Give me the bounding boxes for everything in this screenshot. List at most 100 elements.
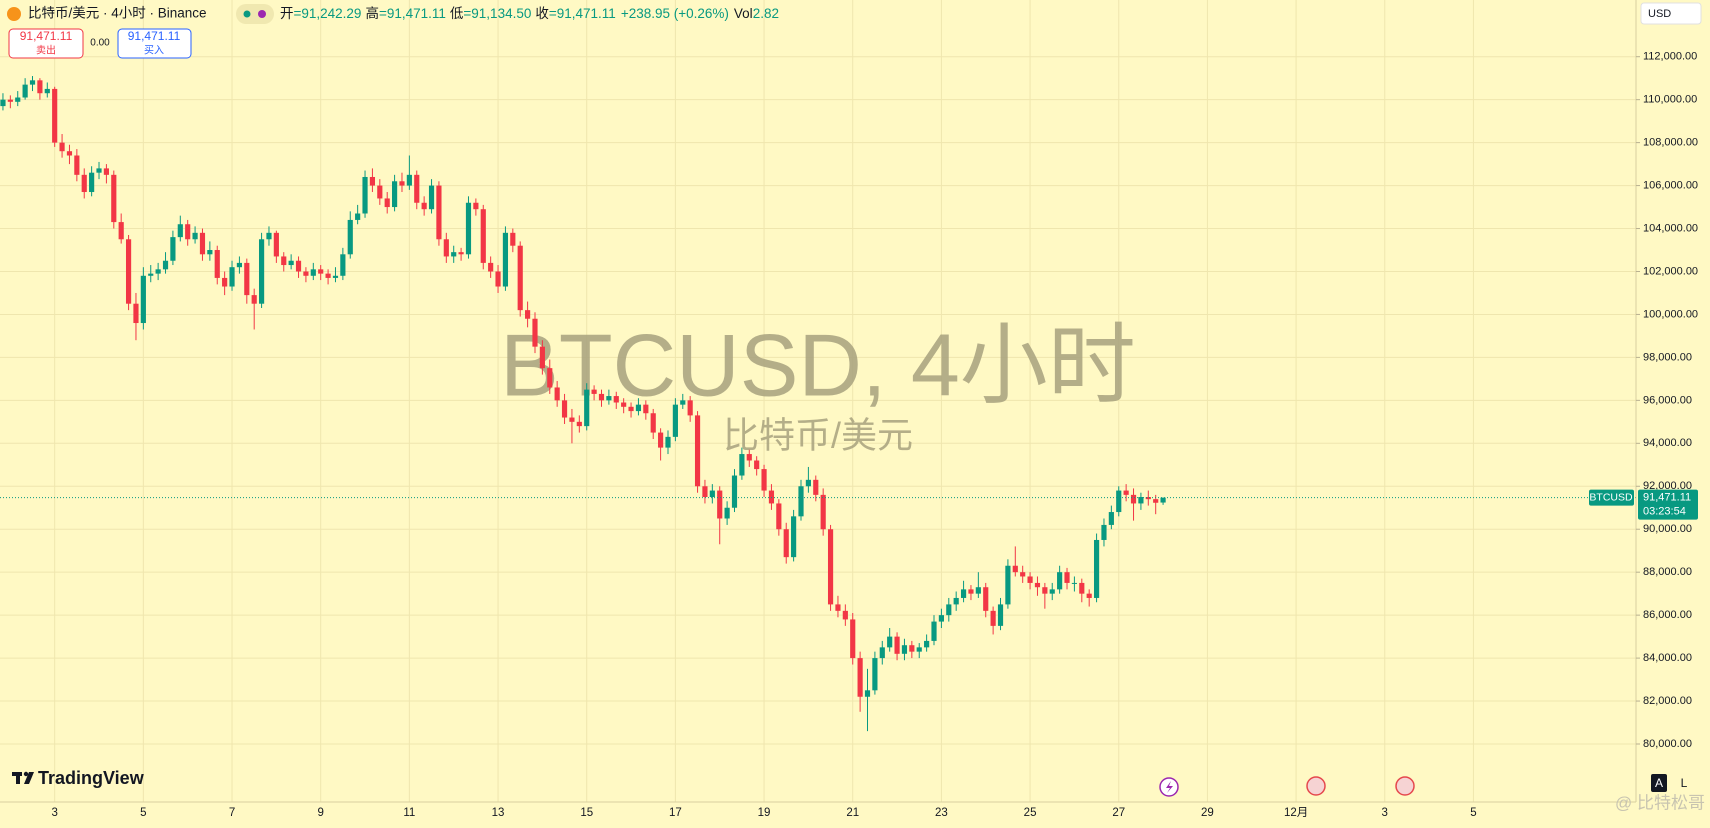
x-tick-label: 13 <box>492 807 505 819</box>
candle-body <box>731 475 738 508</box>
candle-body <box>791 516 797 558</box>
ohlc: 开=91,242.29 高=91,471.11 低=91,134.50 收=91,47… <box>280 5 779 21</box>
candle-body <box>1123 490 1129 495</box>
candle-body <box>879 647 885 659</box>
y-tick-label: 82,000.00 <box>1643 695 1692 707</box>
candle-body <box>650 413 656 433</box>
candle-body <box>687 400 693 416</box>
status-pill[interactable] <box>236 4 274 24</box>
candle-body <box>510 232 516 246</box>
candle-body <box>436 185 442 240</box>
x-tick-label: 7 <box>229 807 235 819</box>
x-tick-label: 29 <box>1201 807 1214 819</box>
event-flag[interactable] <box>1395 776 1415 796</box>
x-tick-label: 5 <box>140 807 146 819</box>
event-flag[interactable] <box>1306 776 1326 796</box>
candle-body <box>74 155 80 175</box>
x-tick-label: 3 <box>51 807 57 819</box>
y-tick-label: 88,000.00 <box>1643 566 1692 578</box>
candle-body <box>835 604 841 611</box>
x-tick-label: 27 <box>1112 807 1125 819</box>
y-tick-label: 106,000.00 <box>1643 179 1698 191</box>
candle-body <box>399 181 405 186</box>
x-tick-label: 19 <box>758 807 771 819</box>
event-glyph <box>1166 781 1173 793</box>
candle-body <box>29 80 36 85</box>
candle-body <box>266 232 272 240</box>
candle-body <box>59 142 65 152</box>
x-tick-label: 21 <box>846 807 859 819</box>
watermark-author: @ 比特松哥 <box>1615 793 1705 812</box>
candle-body <box>162 260 169 270</box>
candle-body <box>658 432 664 448</box>
candle-body <box>561 400 568 418</box>
candle-body <box>251 295 257 304</box>
candle-body <box>916 647 922 652</box>
candle-body <box>643 404 649 414</box>
candle-body <box>355 213 361 220</box>
candle-body <box>768 490 775 504</box>
candle-body <box>746 454 752 461</box>
candle-body <box>273 232 279 257</box>
open: =91,242.29 <box>294 6 362 21</box>
y-tick-label: 94,000.00 <box>1643 437 1692 449</box>
candle-body <box>66 151 73 156</box>
high-label: 高 <box>365 5 379 21</box>
y-tick-label: 90,000.00 <box>1643 523 1692 535</box>
candle-body <box>177 224 183 238</box>
logo-text: TradingView <box>38 768 145 788</box>
candle-body <box>754 460 760 470</box>
candle-body <box>148 273 154 276</box>
candle-body <box>724 507 730 519</box>
candle-body <box>820 494 826 530</box>
y-tick-label: 98,000.00 <box>1643 351 1692 363</box>
candle-body <box>783 529 789 558</box>
volume: 2.82 <box>753 6 779 21</box>
candle-body <box>813 479 819 495</box>
candle-body <box>1145 497 1151 500</box>
candle-body <box>539 346 545 369</box>
candle-body <box>428 185 435 210</box>
close-label: 收 <box>535 6 549 21</box>
candle-body <box>1079 582 1085 594</box>
open-label: 开 <box>280 6 294 21</box>
candle-body <box>451 252 457 257</box>
candle-body <box>89 172 95 193</box>
candle-body <box>864 690 871 697</box>
candle-body <box>325 273 331 278</box>
sell-button[interactable] <box>8 28 84 59</box>
last-price-label: 91,471.11 <box>1643 492 1691 504</box>
candle-body <box>37 80 43 94</box>
logo-mark <box>23 771 29 777</box>
symbol: 比特币/美元 · 4小时 · Binance <box>28 6 207 21</box>
candle-body <box>997 604 1004 626</box>
x-tick-label: 3 <box>1382 807 1388 819</box>
auto-button[interactable] <box>1651 774 1667 792</box>
candle-body <box>258 239 265 304</box>
candle-body <box>968 589 974 594</box>
candle-body <box>244 262 250 296</box>
currency-button[interactable] <box>1640 2 1702 25</box>
candle-body <box>15 97 21 102</box>
candle-body <box>1057 572 1063 590</box>
x-tick-label: 5 <box>1470 807 1476 819</box>
y-tick-label: 84,000.00 <box>1643 652 1692 664</box>
spread: 0.00 <box>90 38 110 49</box>
countdown-label: 03:23:54 <box>1643 506 1686 518</box>
candle-body <box>303 271 309 276</box>
candle-body <box>369 176 376 186</box>
candle-body <box>458 252 464 255</box>
candle-body <box>414 174 420 203</box>
candle-body <box>443 239 449 257</box>
candle-body <box>739 454 745 476</box>
candle-body <box>332 275 339 278</box>
sell-label: 卖出 <box>36 44 56 57</box>
candle-body <box>170 237 176 261</box>
candle-body <box>0 99 6 107</box>
buy-button[interactable] <box>117 28 192 59</box>
candle-body <box>384 198 390 208</box>
low: =91,134.50 <box>463 6 531 21</box>
candle-body <box>694 415 701 487</box>
candle-body <box>473 202 479 210</box>
y-tick-label: 86,000.00 <box>1643 609 1692 621</box>
